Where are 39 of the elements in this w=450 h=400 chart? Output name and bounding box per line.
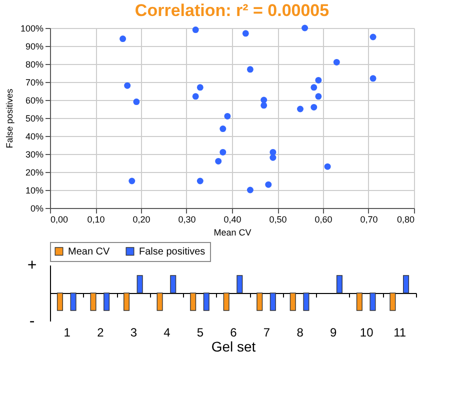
y-tick-label: 50% xyxy=(25,114,44,124)
x-tick-label: 0,30 xyxy=(178,214,196,224)
x-tick-label: 3 xyxy=(130,326,138,340)
y-tick-label: 0% xyxy=(30,204,44,214)
x-tick-label: 0,40 xyxy=(224,214,242,224)
x-tick-label: 0,60 xyxy=(314,214,332,224)
text: - xyxy=(29,313,35,330)
x-tick-label: 0,00 xyxy=(50,214,68,224)
x-tick-label: 9 xyxy=(330,326,337,340)
x-tick-label: 6 xyxy=(230,326,238,340)
legend-label: Mean CV xyxy=(68,246,110,258)
x-tick-label: 0,70 xyxy=(360,214,378,224)
y-tick-label: 30% xyxy=(25,150,44,160)
y-axis-title: False positives xyxy=(4,88,14,148)
x-tick-label: 0,50 xyxy=(269,214,287,224)
x-tick-label: 0,80 xyxy=(396,214,414,224)
y-tick-label: 20% xyxy=(25,168,44,178)
y-tick-label: 80% xyxy=(25,60,44,70)
y-tick-label: 100% xyxy=(20,24,44,34)
text: + xyxy=(27,257,37,274)
x-tick-label: 10 xyxy=(360,326,374,340)
y-tick-label: 60% xyxy=(25,96,44,106)
y-tick-label: 40% xyxy=(25,132,44,142)
x-tick-label: 5 xyxy=(196,326,204,340)
y-tick-label: 70% xyxy=(25,78,44,88)
x-tick-label: 0,10 xyxy=(87,214,105,224)
y-tick-label: 90% xyxy=(25,42,44,52)
x-tick-label: 2 xyxy=(97,326,104,340)
chart-title: Correlation: r² = 0.00005 xyxy=(134,1,330,20)
x-tick-label: 11 xyxy=(394,326,406,340)
legend-label: False positives xyxy=(139,246,206,258)
x-axis-title: Gel set xyxy=(211,338,256,354)
x-tick-label: 8 xyxy=(296,326,304,340)
x-tick-label: 7 xyxy=(263,326,270,340)
x-axis-title: Mean CV xyxy=(214,228,252,238)
x-tick-label: 4 xyxy=(164,326,171,340)
x-tick-label: 0,20 xyxy=(132,214,150,224)
y-tick-label: 10% xyxy=(25,186,44,196)
x-tick-label: 1 xyxy=(64,326,71,340)
